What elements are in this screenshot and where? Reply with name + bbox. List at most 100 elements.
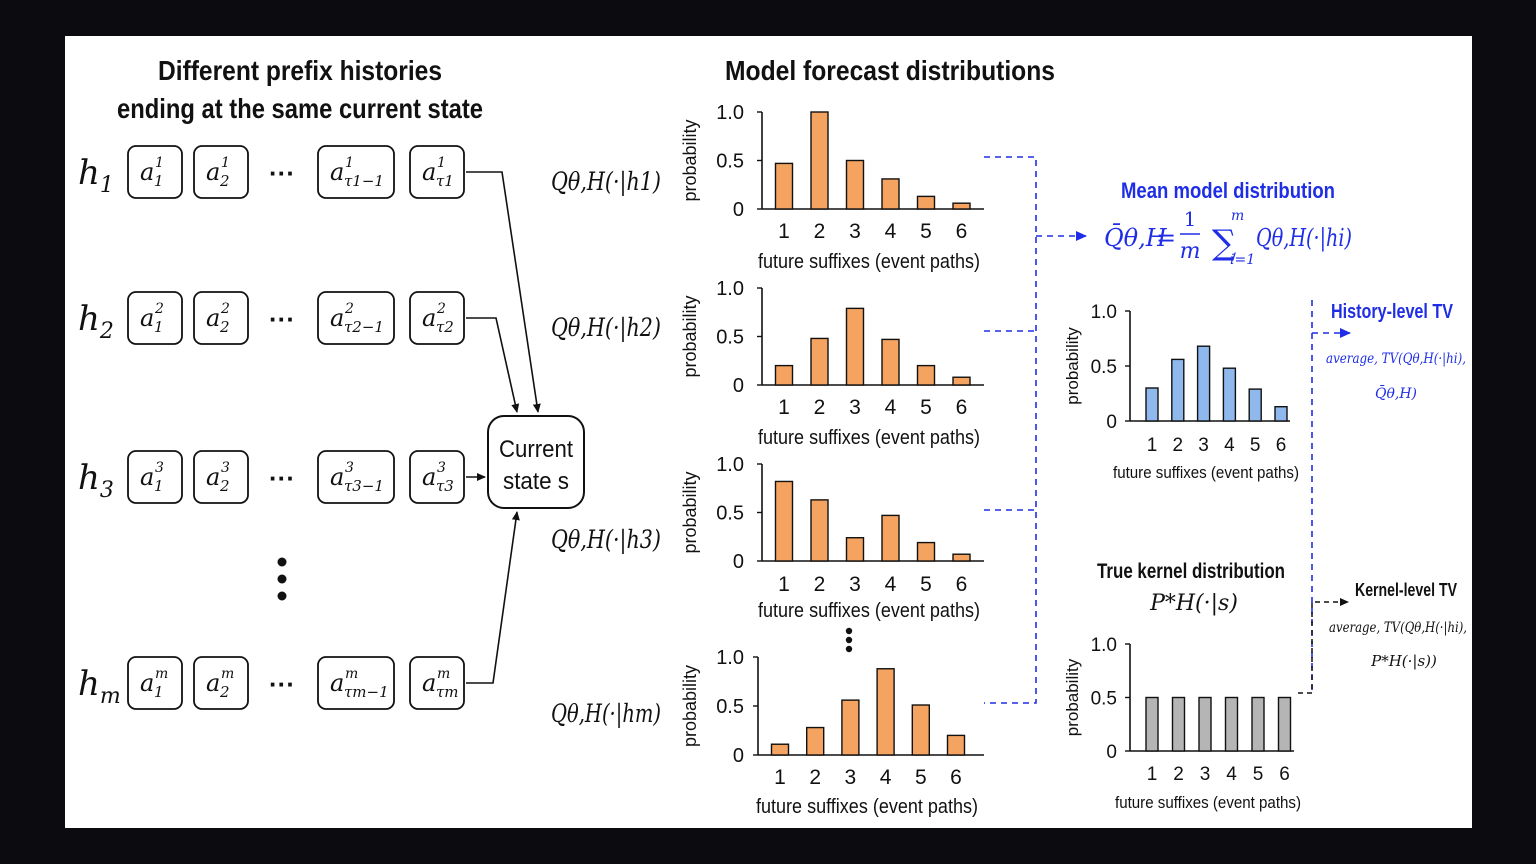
y-tick-label: 1.0 (1091, 635, 1117, 656)
history-row: h2 a 21 a 22 a 2τ2−1 a 2τ2··· (78, 291, 465, 345)
y-axis-label: probability (680, 471, 700, 553)
x-tick-label: 1 (1147, 764, 1158, 785)
token-sup: m (437, 666, 450, 682)
y-tick-label: 0.5 (716, 151, 744, 173)
bar (916, 541, 936, 562)
token-sub: τ3 (436, 477, 454, 495)
token-label: a (422, 463, 436, 491)
bar (916, 364, 936, 386)
right-panel: Mean model distribution Q̄θ,H = 1 m ∑ m … (1097, 178, 1467, 694)
token-sub: τ3−1 (344, 477, 384, 495)
bar (1196, 345, 1211, 422)
bar (845, 537, 865, 562)
token-box (409, 450, 465, 504)
token-sup: 2 (436, 301, 446, 317)
bar (770, 743, 790, 756)
bar (946, 734, 966, 756)
token-sub: 1 (154, 477, 164, 495)
token-label: a (206, 669, 220, 697)
y-tick-label: 1.0 (1091, 302, 1117, 323)
token-sub: 2 (219, 683, 230, 701)
x-tick-label: 3 (849, 573, 861, 596)
token-sub: τ2−1 (344, 318, 384, 336)
mean-formula-sum-bottom: i=1 (1230, 252, 1255, 268)
token-label: a (206, 158, 220, 186)
bar (911, 704, 930, 756)
x-tick-label: 6 (956, 220, 968, 243)
mean-formula-frac-num: 1 (1184, 207, 1197, 231)
bar (1274, 406, 1288, 422)
mean-title: Mean model distribution (1121, 178, 1335, 203)
y-tick-label: 0 (1106, 412, 1117, 433)
token-sub: 2 (219, 172, 230, 190)
token-label: a (330, 669, 344, 697)
x-axis-label: future suffixes (event paths) (758, 427, 980, 449)
bar (1222, 367, 1237, 422)
horizontal-ellipsis: ··· (269, 158, 295, 188)
x-axis-label: future suffixes (event paths) (756, 796, 978, 818)
bar (881, 514, 900, 562)
token-box (193, 656, 249, 710)
x-tick-label: 1 (778, 220, 790, 243)
forecast-label: Qθ,H(·|hm) (551, 699, 661, 729)
x-tick-label: 5 (1253, 764, 1264, 785)
token-label: a (206, 463, 220, 491)
token-sub: 1 (154, 683, 164, 701)
token-label: a (422, 158, 436, 186)
history-tv-line2: Q̄θ,H) (1375, 384, 1417, 402)
token-label: a (422, 669, 436, 697)
bar (881, 338, 900, 386)
token-sup: m (345, 666, 358, 682)
token-sup: 1 (345, 155, 354, 171)
token-label: a (140, 304, 154, 332)
x-tick-label: 2 (814, 220, 826, 243)
token-sub: τm (436, 683, 459, 701)
y-tick-label: 0 (1106, 742, 1117, 763)
token-box (317, 450, 395, 504)
token-sup: 3 (221, 460, 230, 476)
bar (1248, 388, 1262, 422)
token-label: a (140, 158, 154, 186)
kernel-title: True kernel distribution (1097, 560, 1285, 583)
y-tick-label: 0.5 (716, 696, 744, 718)
bar (845, 159, 865, 210)
bar (916, 195, 936, 210)
token-sup: 1 (155, 155, 164, 171)
x-tick-label: 5 (920, 220, 932, 243)
y-tick-label: 1.0 (716, 454, 744, 476)
bar (1224, 696, 1239, 752)
x-tick-label: 1 (778, 573, 790, 596)
forecast-label: Qθ,H(·|h2) (551, 313, 661, 343)
y-tick-label: 0.5 (716, 327, 744, 349)
token-sub: 1 (154, 172, 164, 190)
bar (881, 178, 900, 210)
x-tick-label: 3 (1200, 764, 1211, 785)
token-label: a (330, 304, 344, 332)
token-sub: τ1−1 (344, 172, 384, 190)
horizontal-ellipsis: ··· (269, 669, 295, 699)
x-tick-label: 1 (774, 766, 786, 789)
bar (774, 364, 794, 386)
x-tick-label: 4 (885, 220, 897, 243)
y-axis-label: probability (680, 295, 700, 377)
bar (841, 699, 860, 756)
forecast-labels: Qθ,H(·|h1) Qθ,H(·|h2) Qθ,H(·|h3) Qθ,H(·|hm) (551, 167, 661, 729)
history-label-sub: 1 (100, 173, 114, 198)
token-box (193, 145, 249, 199)
x-tick-label: 2 (814, 573, 826, 596)
x-tick-label: 3 (849, 220, 861, 243)
token-sub: 2 (219, 318, 230, 336)
connector-bracket (984, 156, 1037, 704)
token-box (409, 145, 465, 199)
token-sup: 1 (437, 155, 446, 171)
token-label: a (206, 304, 220, 332)
x-axis-label: future suffixes (event paths) (758, 251, 980, 273)
x-tick-label: 6 (950, 766, 962, 789)
y-tick-label: 1.0 (716, 102, 744, 124)
mean-formula: Q̄θ,H = 1 m ∑ m i=1 Qθ,H(·|hi) (1104, 207, 1352, 268)
